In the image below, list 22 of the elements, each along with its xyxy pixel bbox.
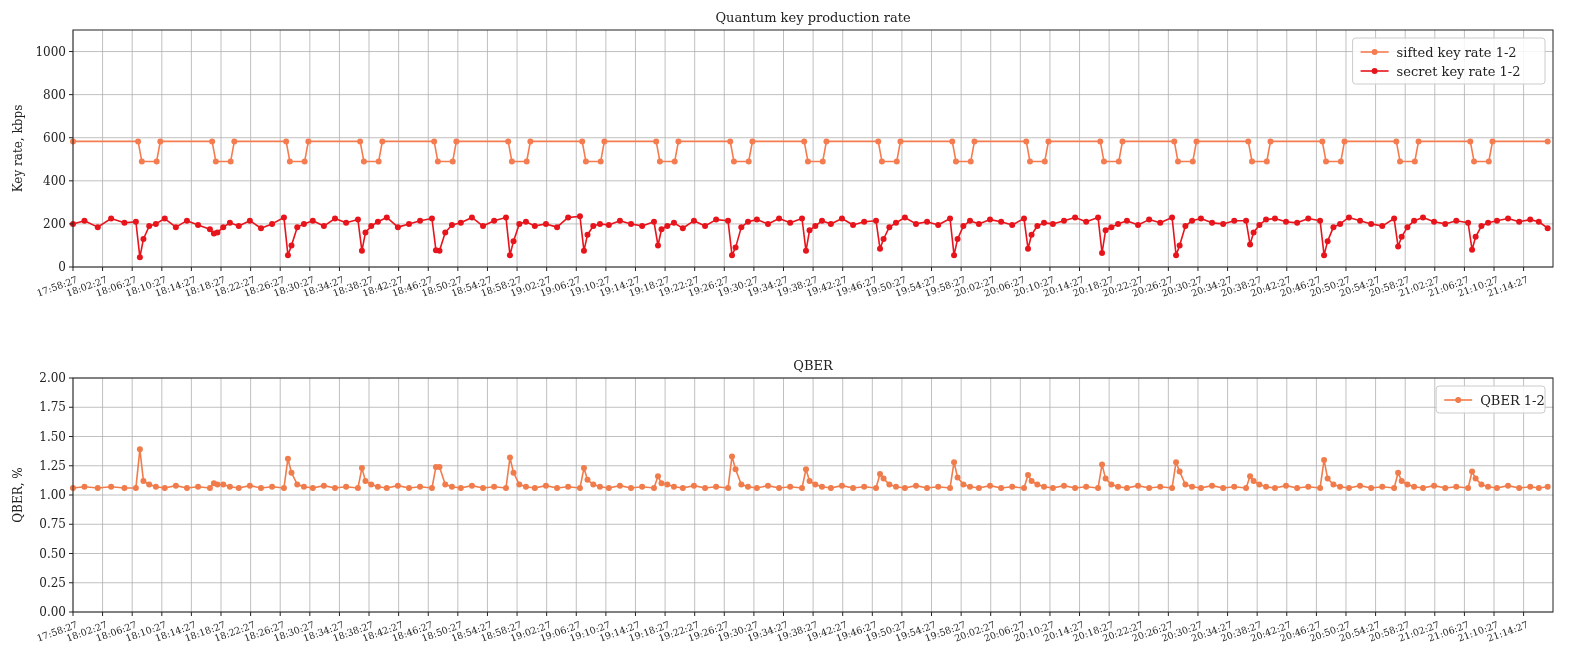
y-tick-label: 0.50 — [39, 546, 66, 561]
y-tick-label: 400 — [43, 174, 66, 189]
chart-title: QBER — [793, 358, 834, 373]
y-tick-label: 0.25 — [39, 575, 66, 590]
chart-title: Quantum key production rate — [715, 10, 911, 25]
y-tick-label: 0.00 — [39, 605, 66, 620]
y-tick-label: 800 — [43, 87, 66, 102]
y-tick-label: 2.00 — [39, 371, 66, 386]
y-tick-label: 0 — [58, 260, 66, 275]
y-tick-label: 600 — [43, 130, 66, 145]
y-axis-title: Key rate, kbps — [11, 104, 25, 193]
y-tick-label: 1.25 — [39, 458, 66, 473]
legend-label: secret key rate 1-2 — [1396, 63, 1521, 79]
y-tick-label: 200 — [43, 217, 66, 232]
y-tick-label: 1.75 — [39, 400, 66, 415]
legend-label: sifted key rate 1-2 — [1396, 44, 1517, 60]
y-tick-label: 1.00 — [39, 488, 66, 503]
legend-label: QBER 1-2 — [1480, 392, 1545, 408]
y-tick-label: 0.75 — [39, 517, 66, 532]
y-tick-label: 1.50 — [39, 429, 66, 444]
y-tick-label: 1000 — [35, 44, 66, 59]
y-axis-title: QBER, % — [11, 467, 25, 523]
